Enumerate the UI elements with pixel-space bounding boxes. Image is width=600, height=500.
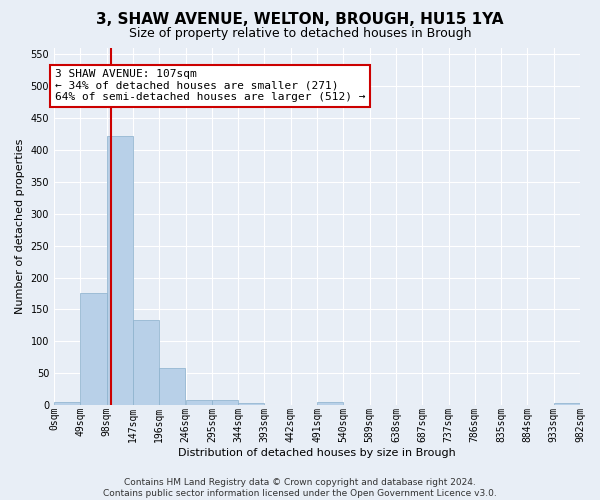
Bar [133, 320, 159, 406]
Bar [54, 402, 80, 406]
X-axis label: Distribution of detached houses by size in Brough: Distribution of detached houses by size … [178, 448, 456, 458]
Bar [107, 136, 133, 406]
Bar [317, 402, 343, 406]
Bar [80, 294, 107, 406]
Bar [160, 368, 185, 406]
Y-axis label: Number of detached properties: Number of detached properties [15, 138, 25, 314]
Bar [185, 400, 212, 406]
Bar [212, 400, 238, 406]
Text: Contains HM Land Registry data © Crown copyright and database right 2024.
Contai: Contains HM Land Registry data © Crown c… [103, 478, 497, 498]
Text: 3, SHAW AVENUE, WELTON, BROUGH, HU15 1YA: 3, SHAW AVENUE, WELTON, BROUGH, HU15 1YA [96, 12, 504, 28]
Text: Size of property relative to detached houses in Brough: Size of property relative to detached ho… [129, 28, 471, 40]
Bar [238, 404, 264, 406]
Text: 3 SHAW AVENUE: 107sqm
← 34% of detached houses are smaller (271)
64% of semi-det: 3 SHAW AVENUE: 107sqm ← 34% of detached … [55, 69, 365, 102]
Bar [554, 404, 580, 406]
